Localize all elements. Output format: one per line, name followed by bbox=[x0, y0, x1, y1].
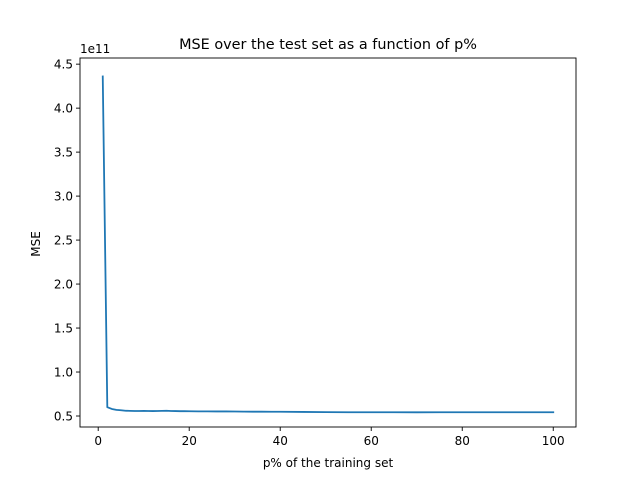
x-tick-label: 20 bbox=[182, 434, 197, 448]
y-tick-label: 3.0 bbox=[54, 189, 73, 203]
mse-series-line bbox=[101, 75, 555, 414]
y-tick-label: 4.5 bbox=[54, 57, 73, 71]
x-tick-label: 40 bbox=[273, 434, 288, 448]
x-tick-label: 100 bbox=[542, 434, 565, 448]
y-tick-label: 1.5 bbox=[54, 321, 73, 335]
x-axis-label: p% of the training set bbox=[263, 456, 394, 470]
x-tick-label: 0 bbox=[94, 434, 102, 448]
x-axis-ticks: 0 20 40 60 80 100 bbox=[94, 427, 565, 448]
y-offset-label: 1e11 bbox=[80, 42, 110, 56]
y-axis-ticks: 0.5 1.0 1.5 2.0 2.5 3.0 3.5 4.0 4.5 bbox=[54, 57, 80, 423]
y-tick-label: 0.5 bbox=[54, 409, 73, 423]
chart-title: MSE over the test set as a function of p… bbox=[179, 37, 477, 53]
x-tick-label: 80 bbox=[455, 434, 470, 448]
y-axis-label: MSE bbox=[29, 231, 43, 257]
x-tick-label: 60 bbox=[364, 434, 379, 448]
y-tick-label: 2.0 bbox=[54, 277, 73, 291]
y-tick-label: 2.5 bbox=[54, 233, 73, 247]
y-tick-label: 3.5 bbox=[54, 145, 73, 159]
y-tick-label: 1.0 bbox=[54, 365, 73, 379]
y-tick-label: 4.0 bbox=[54, 101, 73, 115]
plot-area-frame bbox=[79, 57, 577, 428]
